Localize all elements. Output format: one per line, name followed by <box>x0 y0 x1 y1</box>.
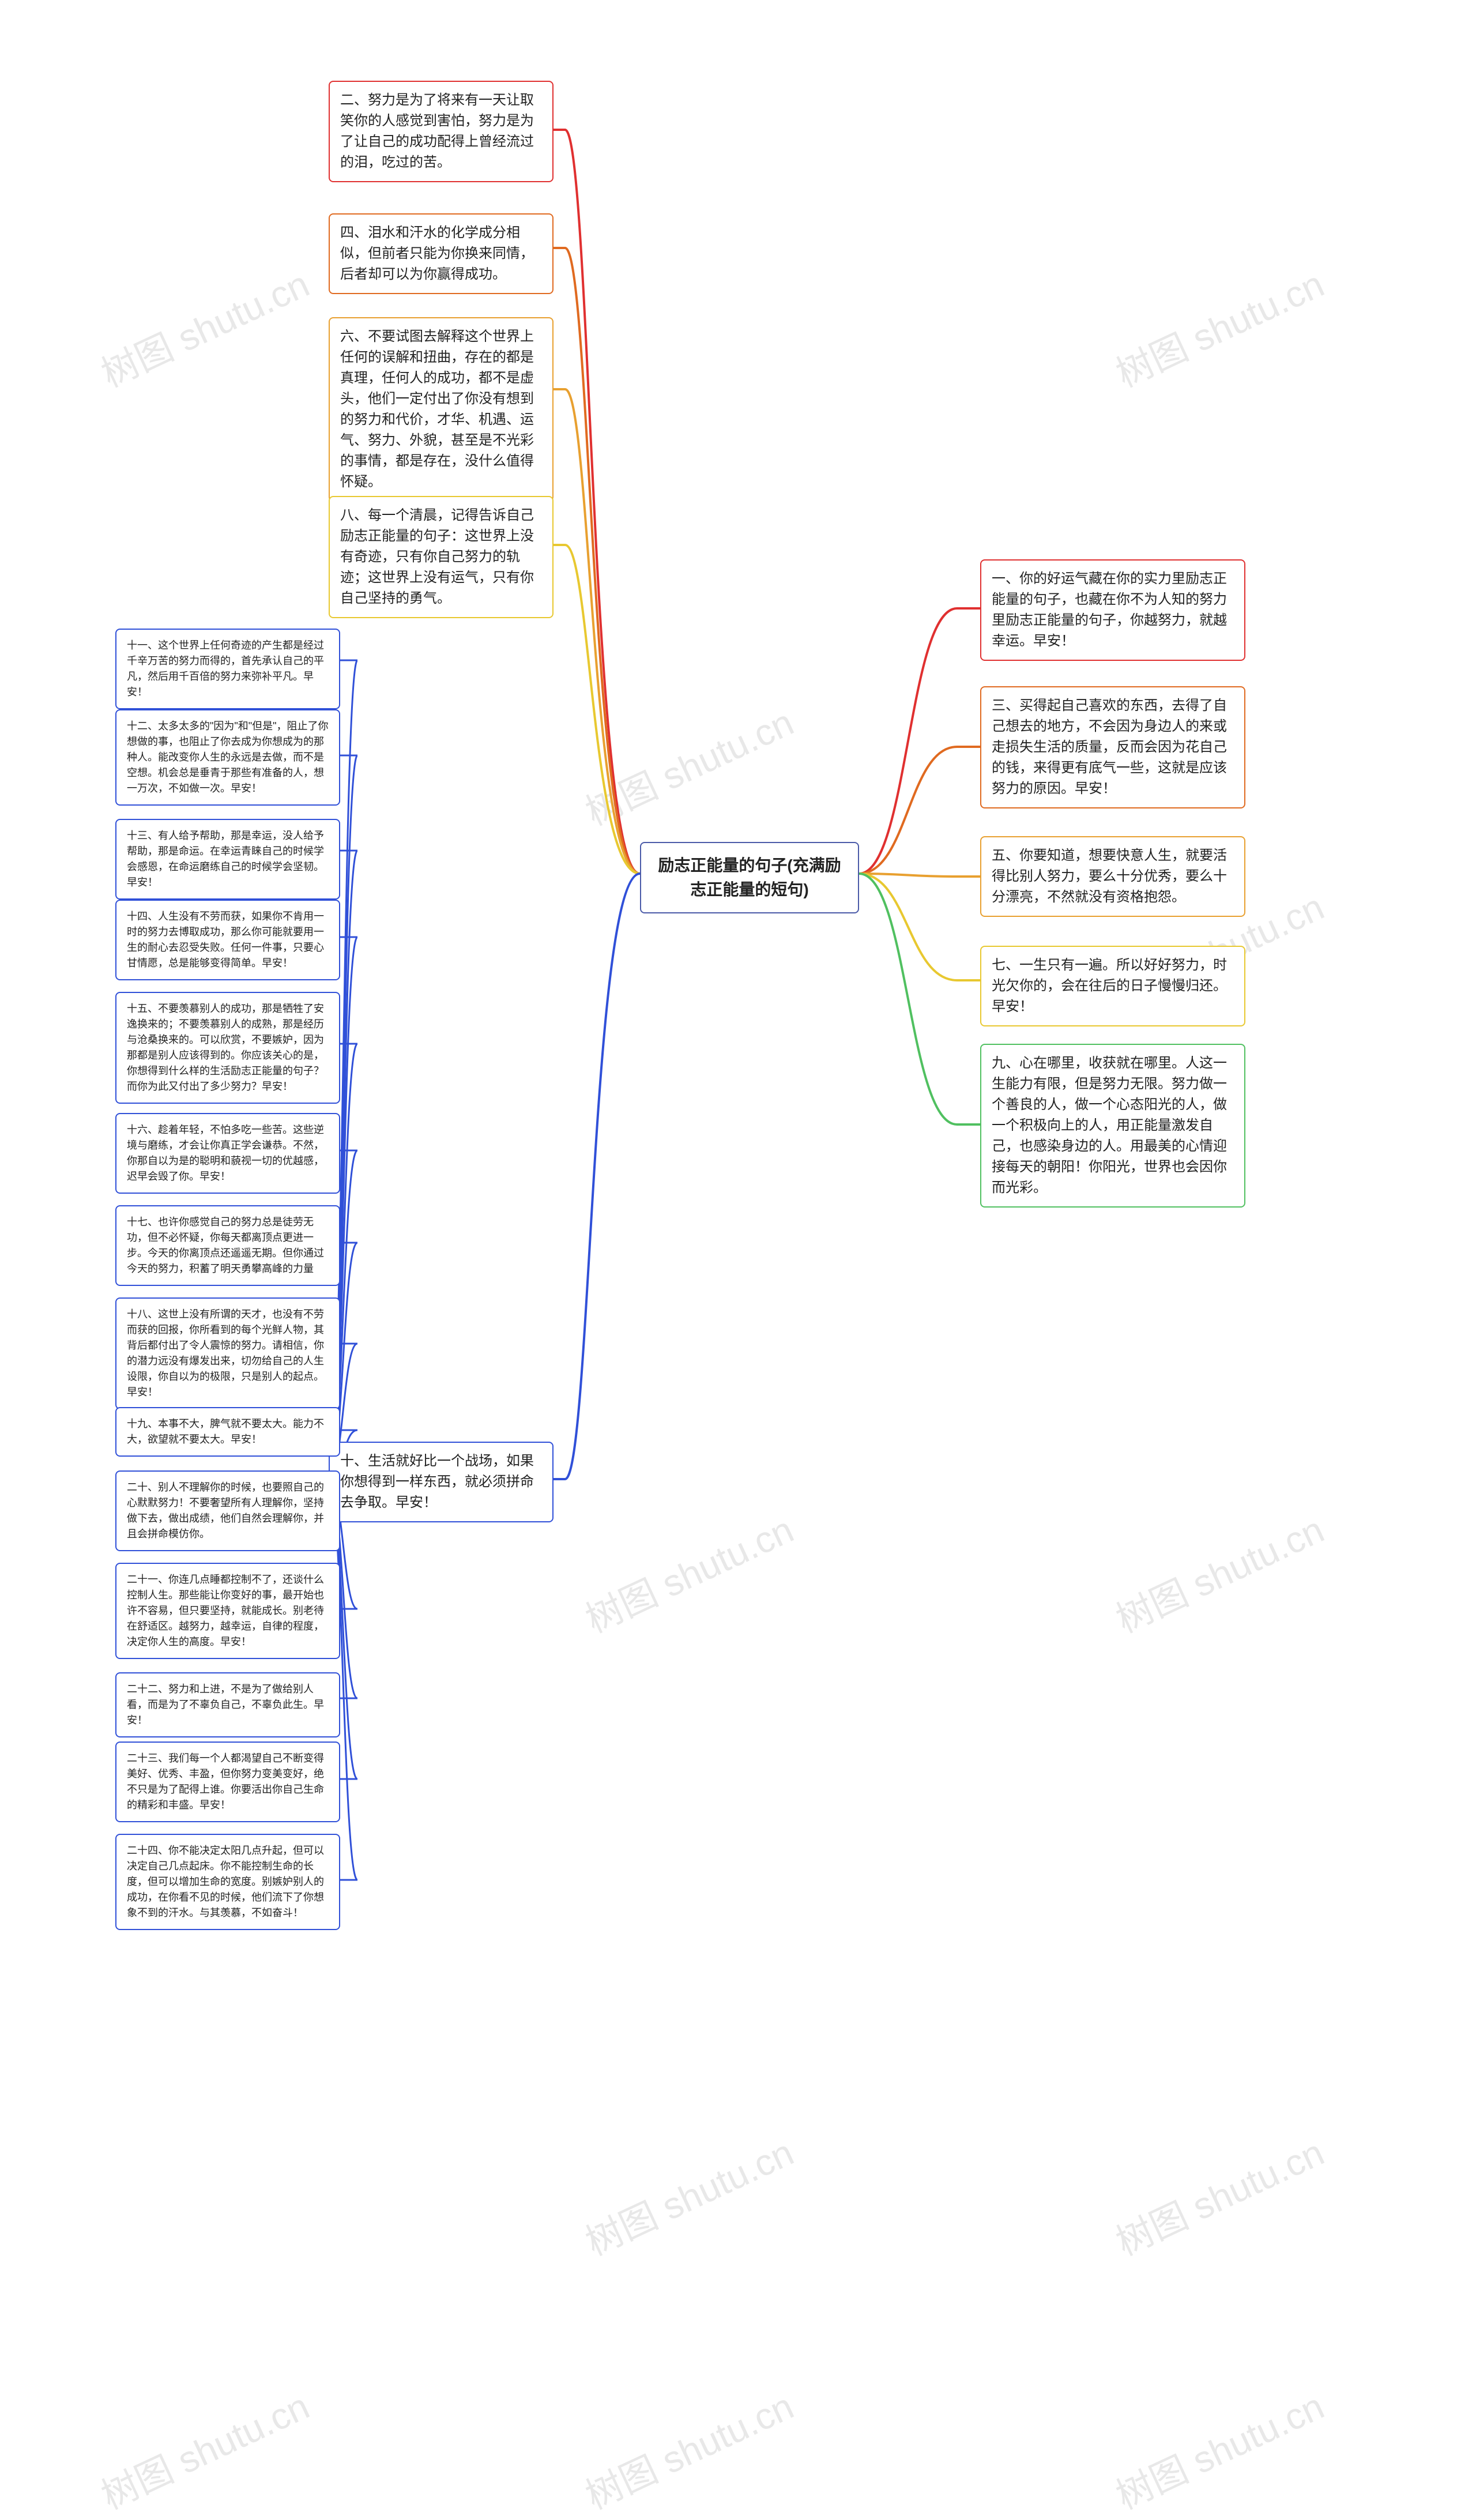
node-label: 三、买得起自己喜欢的东西，去得了自己想去的地方，不会因为身边人的来或走损失生活的… <box>992 698 1227 796</box>
node-label: 二、努力是为了将来有一天让取笑你的人感觉到害怕，努力是为了让自己的成功配得上曾经… <box>340 92 534 170</box>
node-label: 二十二、努力和上进，不是为了做给别人看，而是为了不辜负自己，不辜负此生。早安！ <box>127 1683 324 1726</box>
node-label: 七、一生只有一遍。所以好好努力，时光欠你的，会在往后的日子慢慢归还。早安！ <box>992 957 1227 1014</box>
mid-node-m2[interactable]: 二、努力是为了将来有一天让取笑你的人感觉到害怕，努力是为了让自己的成功配得上曾经… <box>329 81 554 182</box>
watermark: 树图 shutu.cn <box>576 1500 801 1643</box>
node-label: 十、生活就好比一个战场，如果你想得到一样东西，就必须拼命去争取。早安！ <box>340 1453 534 1510</box>
node-label: 二十四、你不能决定太阳几点升起，但可以决定自己几点起床。你不能控制生命的长度，但… <box>127 1845 324 1919</box>
deep-node-d22[interactable]: 二十二、努力和上进，不是为了做给别人看，而是为了不辜负自己，不辜负此生。早安！ <box>115 1672 340 1737</box>
deep-node-d15[interactable]: 十五、不要羡慕别人的成功，那是牺牲了安逸换来的；不要羡慕别人的成熟，那是经历与沧… <box>115 992 340 1104</box>
right-node-r1[interactable]: 一、你的好运气藏在你的实力里励志正能量的句子，也藏在你不为人知的努力里励志正能量… <box>980 559 1245 661</box>
watermark: 树图 shutu.cn <box>1106 2377 1331 2519</box>
right-node-r5[interactable]: 五、你要知道，想要快意人生，就要活得比别人努力，要么十分优秀，要么十分漂亮，不然… <box>980 836 1245 917</box>
node-label: 十三、有人给予帮助，那是幸运，没人给予帮助，那是命运。在幸运青睐自己的时候学会感… <box>127 830 324 888</box>
watermark: 树图 shutu.cn <box>1106 255 1331 397</box>
watermark: 树图 shutu.cn <box>1106 2123 1331 2266</box>
node-label: 六、不要试图去解释这个世界上任何的误解和扭曲，存在的都是真理，任何人的成功，都不… <box>340 329 534 490</box>
node-label: 九、心在哪里，收获就在哪里。人这一生能力有限，但是努力无限。努力做一个善良的人，… <box>992 1055 1227 1195</box>
deep-node-d24[interactable]: 二十四、你不能决定太阳几点升起，但可以决定自己几点起床。你不能控制生命的长度，但… <box>115 1834 340 1930</box>
node-label: 十七、也许你感觉自己的努力总是徒劳无功，但不必怀疑，你每天都离顶点更进一步。今天… <box>127 1216 324 1274</box>
watermark: 树图 shutu.cn <box>92 2377 317 2519</box>
node-label: 八、每一个清晨，记得告诉自己励志正能量的句子：这世界上没有奇迹，只有你自己努力的… <box>340 507 534 606</box>
deep-node-d23[interactable]: 二十三、我们每一个人都渴望自己不断变得美好、优秀、丰盈，但你努力变美变好，绝不只… <box>115 1742 340 1822</box>
mindmap-center-node[interactable]: 励志正能量的句子(充满励志正能量的短句) <box>640 842 859 913</box>
deep-node-d11[interactable]: 十一、这个世界上任何奇迹的产生都是经过千辛万苦的努力而得的，首先承认自己的平凡，… <box>115 629 340 709</box>
node-label: 二十三、我们每一个人都渴望自己不断变得美好、优秀、丰盈，但你努力变美变好，绝不只… <box>127 1752 324 1811</box>
watermark: 树图 shutu.cn <box>1106 1500 1331 1643</box>
mid-node-m6[interactable]: 六、不要试图去解释这个世界上任何的误解和扭曲，存在的都是真理，任何人的成功，都不… <box>329 317 554 502</box>
node-label: 十八、这世上没有所谓的天才，也没有不劳而获的回报，你所看到的每个光鲜人物，其背后… <box>127 1308 324 1398</box>
mid-node-m4[interactable]: 四、泪水和汗水的化学成分相似，但前者只能为你换来同情，后者却可以为你赢得成功。 <box>329 213 554 294</box>
right-node-r9[interactable]: 九、心在哪里，收获就在哪里。人这一生能力有限，但是努力无限。努力做一个善良的人，… <box>980 1044 1245 1208</box>
mid-node-m8[interactable]: 八、每一个清晨，记得告诉自己励志正能量的句子：这世界上没有奇迹，只有你自己努力的… <box>329 496 554 618</box>
watermark: 树图 shutu.cn <box>576 2123 801 2266</box>
center-label: 励志正能量的句子(充满励志正能量的短句) <box>658 856 841 898</box>
watermark: 树图 shutu.cn <box>576 693 801 836</box>
node-label: 二十一、你连几点睡都控制不了，还谈什么控制人生。那些能让你变好的事，最开始也许不… <box>127 1574 324 1648</box>
right-node-r7[interactable]: 七、一生只有一遍。所以好好努力，时光欠你的，会在往后的日子慢慢归还。早安！ <box>980 946 1245 1026</box>
deep-node-d20[interactable]: 二十、别人不理解你的时候，也要照自己的心默默努力！不要奢望所有人理解你，坚持做下… <box>115 1470 340 1551</box>
watermark: 树图 shutu.cn <box>92 255 317 397</box>
node-label: 一、你的好运气藏在你的实力里励志正能量的句子，也藏在你不为人知的努力里励志正能量… <box>992 571 1227 649</box>
watermark: 树图 shutu.cn <box>576 2377 801 2519</box>
deep-node-d19[interactable]: 十九、本事不大，脾气就不要太大。能力不大，欲望就不要太大。早安！ <box>115 1407 340 1457</box>
node-label: 二十、别人不理解你的时候，也要照自己的心默默努力！不要奢望所有人理解你，坚持做下… <box>127 1481 324 1540</box>
deep-node-d12[interactable]: 十二、太多太多的"因为"和"但是"，阻止了你想做的事，也阻止了你去成为你想成为的… <box>115 709 340 806</box>
node-label: 五、你要知道，想要快意人生，就要活得比别人努力，要么十分优秀，要么十分漂亮，不然… <box>992 848 1227 905</box>
node-label: 四、泪水和汗水的化学成分相似，但前者只能为你换来同情，后者却可以为你赢得成功。 <box>340 225 534 282</box>
node-label: 十六、趁着年轻，不怕多吃一些苦。这些逆境与磨练，才会让你真正学会谦恭。不然，你那… <box>127 1124 324 1182</box>
deep-node-d18[interactable]: 十八、这世上没有所谓的天才，也没有不劳而获的回报，你所看到的每个光鲜人物，其背后… <box>115 1297 340 1409</box>
node-label: 十一、这个世界上任何奇迹的产生都是经过千辛万苦的努力而得的，首先承认自己的平凡，… <box>127 640 324 698</box>
deep-node-d16[interactable]: 十六、趁着年轻，不怕多吃一些苦。这些逆境与磨练，才会让你真正学会谦恭。不然，你那… <box>115 1113 340 1194</box>
deep-node-d13[interactable]: 十三、有人给予帮助，那是幸运，没人给予帮助，那是命运。在幸运青睐自己的时候学会感… <box>115 819 340 900</box>
deep-node-d17[interactable]: 十七、也许你感觉自己的努力总是徒劳无功，但不必怀疑，你每天都离顶点更进一步。今天… <box>115 1205 340 1286</box>
mid-node-m10[interactable]: 十、生活就好比一个战场，如果你想得到一样东西，就必须拼命去争取。早安！ <box>329 1442 554 1522</box>
node-label: 十四、人生没有不劳而获，如果你不肯用一时的努力去博取成功，那么你可能就要用一生的… <box>127 911 324 969</box>
node-label: 十九、本事不大，脾气就不要太大。能力不大，欲望就不要太大。早安！ <box>127 1418 324 1445</box>
deep-node-d21[interactable]: 二十一、你连几点睡都控制不了，还谈什么控制人生。那些能让你变好的事，最开始也许不… <box>115 1563 340 1659</box>
right-node-r3[interactable]: 三、买得起自己喜欢的东西，去得了自己想去的地方，不会因为身边人的来或走损失生活的… <box>980 686 1245 808</box>
node-label: 十五、不要羡慕别人的成功，那是牺牲了安逸换来的；不要羡慕别人的成熟，那是经历与沧… <box>127 1003 324 1092</box>
deep-node-d14[interactable]: 十四、人生没有不劳而获，如果你不肯用一时的努力去博取成功，那么你可能就要用一生的… <box>115 900 340 980</box>
node-label: 十二、太多太多的"因为"和"但是"，阻止了你想做的事，也阻止了你去成为你想成为的… <box>127 720 329 794</box>
